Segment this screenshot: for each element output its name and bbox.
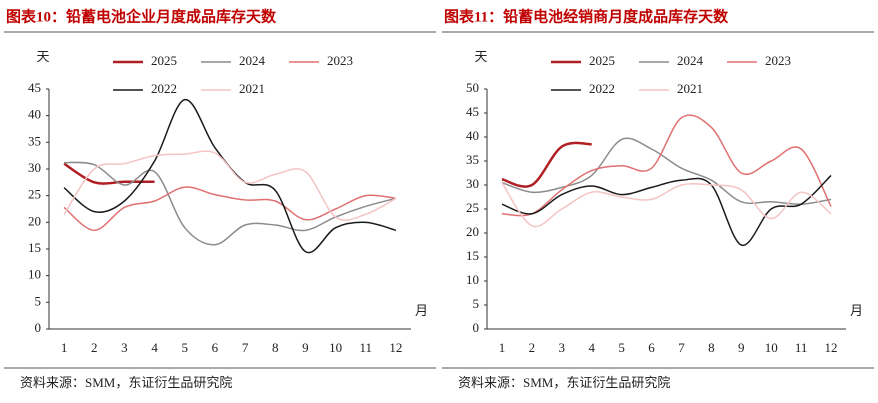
y-tick-label: 5 [473,296,480,311]
x-tick-label: 10 [765,340,778,355]
series-line [501,174,832,246]
x-tick-label: 12 [389,340,402,355]
x-tick-label: 4 [588,340,595,355]
y-tick-label: 10 [466,272,479,287]
legend-label: 2024 [239,53,266,68]
y-tick-label: 40 [466,128,479,143]
x-tick-label: 8 [272,340,279,355]
x-tick-label: 9 [302,340,309,355]
y-tick-label: 20 [466,224,479,239]
legend-label: 2022 [151,81,177,96]
legend-label: 2025 [589,53,615,68]
legend-label: 2023 [765,53,791,68]
y-tick-label: 0 [473,320,480,335]
x-tick-label: 2 [529,340,536,355]
legend-label: 2021 [677,81,703,96]
x-tick-label: 5 [618,340,625,355]
y-tick-label: 25 [466,200,479,215]
y-tick-label: 0 [35,320,42,335]
x-tick-label: 11 [795,340,808,355]
x-axis-label: 月 [415,303,428,318]
series-line [63,186,397,232]
series-line [501,114,832,217]
x-tick-label: 4 [151,340,158,355]
y-tick-label: 10 [28,267,41,282]
y-unit: 天 [474,49,487,64]
series-line [64,161,397,246]
series-line [63,150,397,221]
y-tick-label: 45 [466,104,479,119]
source: 资料来源：SMM，东证衍生品研究院 [458,375,670,390]
x-tick-label: 11 [359,340,372,355]
x-tick-label: 8 [708,340,715,355]
x-tick-label: 2 [91,340,98,355]
y-tick-label: 30 [466,176,479,191]
y-tick-label: 15 [28,240,41,255]
legend-label: 2025 [151,53,177,68]
x-tick-label: 10 [329,340,342,355]
x-tick-label: 7 [242,340,249,355]
source: 资料来源：SMM，东证衍生品研究院 [20,375,232,390]
y-tick-label: 50 [466,80,479,95]
x-tick-label: 3 [121,340,128,355]
x-tick-label: 1 [61,340,68,355]
y-tick-label: 5 [35,293,42,308]
x-tick-label: 5 [182,340,189,355]
y-tick-label: 35 [28,133,41,148]
x-tick-label: 12 [825,340,838,355]
y-tick-label: 20 [28,213,41,228]
y-tick-label: 40 [28,107,41,122]
x-tick-label: 1 [499,340,506,355]
series-line [63,162,155,185]
y-tick-label: 30 [28,160,41,175]
chart-title: 图表10：铅蓄电池企业月度成品库存天数 [6,7,277,25]
y-tick-label: 15 [466,248,479,263]
series-line [63,98,397,254]
series-line [501,141,592,188]
series-line [501,182,832,228]
y-tick-label: 35 [466,152,479,167]
x-axis-label: 月 [850,303,863,318]
series-line [501,137,832,205]
legend-label: 2021 [239,81,265,96]
x-tick-label: 7 [678,340,685,355]
y-unit: 天 [36,49,49,64]
x-tick-label: 3 [559,340,566,355]
legend-label: 2024 [677,53,704,68]
x-tick-label: 6 [212,340,219,355]
y-tick-label: 45 [28,80,41,95]
x-tick-label: 6 [648,340,655,355]
legend-label: 2023 [327,53,353,68]
chart-title: 图表11：铅蓄电池经销商月度成品库存天数 [444,7,729,25]
x-tick-label: 9 [738,340,745,355]
legend-label: 2022 [589,81,615,96]
y-tick-label: 25 [28,187,41,202]
